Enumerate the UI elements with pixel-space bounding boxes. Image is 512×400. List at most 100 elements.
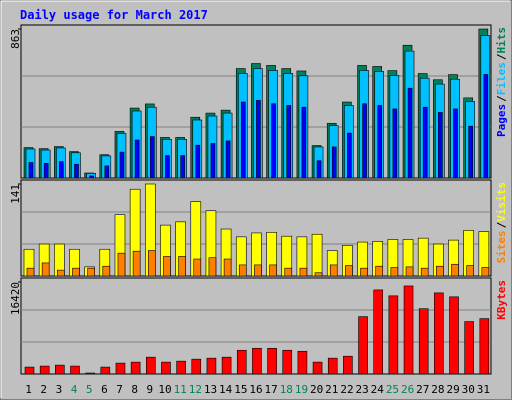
y-tick-label: 141 xyxy=(9,184,22,204)
bar xyxy=(331,146,337,179)
x-tick-label: 27 xyxy=(416,383,429,396)
legend-entry: Pages xyxy=(495,104,508,137)
bar xyxy=(104,165,110,179)
x-tick-label: 21 xyxy=(325,383,338,396)
x-tick-label: 7 xyxy=(116,383,123,396)
x-tick-label: 10 xyxy=(158,383,171,396)
bar xyxy=(311,233,323,277)
bar xyxy=(453,108,458,179)
bar xyxy=(208,257,217,277)
bar xyxy=(377,105,383,179)
bar xyxy=(434,292,444,375)
bar xyxy=(145,356,156,375)
x-tick-label: 22 xyxy=(340,383,353,396)
bar xyxy=(87,267,95,277)
x-tick-label: 20 xyxy=(310,383,323,396)
x-tick-label: 29 xyxy=(446,383,459,396)
bar xyxy=(236,349,247,375)
x-tick-label: 12 xyxy=(189,383,202,396)
bar xyxy=(72,267,80,277)
bar xyxy=(375,265,384,277)
y-tick-label: 863 xyxy=(9,29,22,49)
bar xyxy=(74,163,79,179)
bar xyxy=(468,125,473,179)
bar xyxy=(269,264,277,277)
x-tick-label: 2 xyxy=(40,383,47,396)
bar xyxy=(134,139,140,179)
bar xyxy=(26,267,35,277)
bar xyxy=(117,252,126,277)
x-tick-label: 16 xyxy=(249,383,262,396)
x-tick-label: 23 xyxy=(356,383,369,396)
bar xyxy=(347,132,352,179)
x-tick-label: 11 xyxy=(174,383,187,396)
bar xyxy=(345,265,353,277)
bar xyxy=(301,106,307,179)
bar xyxy=(271,103,276,179)
bar xyxy=(221,356,232,375)
legend-separator: / xyxy=(495,221,508,228)
legend: Sites /Visits xyxy=(495,182,508,264)
bar xyxy=(252,347,262,375)
bar xyxy=(59,161,64,179)
bar xyxy=(132,250,141,277)
bar xyxy=(436,265,444,277)
bar xyxy=(180,155,185,179)
legend-separator: / xyxy=(495,53,508,60)
x-tick-label: 5 xyxy=(86,383,93,396)
legend-entry: Visits xyxy=(495,182,508,222)
bar xyxy=(327,357,338,375)
bar xyxy=(405,266,414,277)
bar xyxy=(407,87,413,179)
bar xyxy=(479,318,490,375)
bar xyxy=(449,296,459,375)
bar xyxy=(438,112,443,179)
bar xyxy=(55,364,65,375)
bar xyxy=(256,100,261,179)
bar xyxy=(43,163,49,179)
bar xyxy=(119,151,125,179)
bar xyxy=(451,263,459,277)
bar xyxy=(57,269,65,277)
bar xyxy=(282,349,293,375)
bar xyxy=(70,365,80,375)
bar xyxy=(176,360,186,375)
bar xyxy=(464,321,474,375)
bar xyxy=(223,258,232,277)
bar xyxy=(130,361,141,375)
x-tick-label: 31 xyxy=(477,383,490,396)
bar xyxy=(100,366,111,375)
bar xyxy=(418,308,429,375)
bar xyxy=(115,362,126,375)
bar xyxy=(360,267,368,277)
bar xyxy=(28,162,34,179)
chart-title: Daily usage for March 2017 xyxy=(20,8,208,22)
bar xyxy=(362,103,367,179)
bar xyxy=(85,372,95,375)
bar xyxy=(312,361,323,375)
bar xyxy=(420,267,429,277)
bar xyxy=(358,316,368,375)
bar xyxy=(161,361,171,375)
legend-separator: / xyxy=(495,95,508,102)
x-tick-label: 18 xyxy=(280,383,293,396)
legend: KBytes xyxy=(495,280,508,320)
legend-entry: Hits xyxy=(495,27,508,54)
bar xyxy=(329,264,338,277)
x-tick-label: 9 xyxy=(147,383,154,396)
bar xyxy=(225,140,231,179)
bar xyxy=(267,347,277,375)
bar xyxy=(165,155,170,179)
bar xyxy=(39,365,50,375)
bar xyxy=(89,175,94,179)
bar xyxy=(193,258,202,277)
legend-entry: KBytes xyxy=(495,280,508,320)
bar xyxy=(195,144,201,179)
bar xyxy=(102,265,111,277)
bar xyxy=(373,289,384,375)
bar xyxy=(343,355,353,375)
x-tick-label: 4 xyxy=(71,383,78,396)
bar xyxy=(422,106,428,179)
bar xyxy=(41,262,50,277)
x-tick-label: 14 xyxy=(219,383,233,396)
